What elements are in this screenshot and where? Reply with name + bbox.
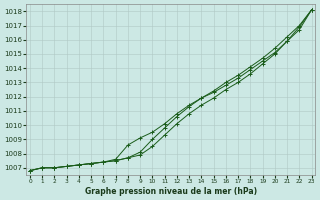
- X-axis label: Graphe pression niveau de la mer (hPa): Graphe pression niveau de la mer (hPa): [85, 187, 257, 196]
